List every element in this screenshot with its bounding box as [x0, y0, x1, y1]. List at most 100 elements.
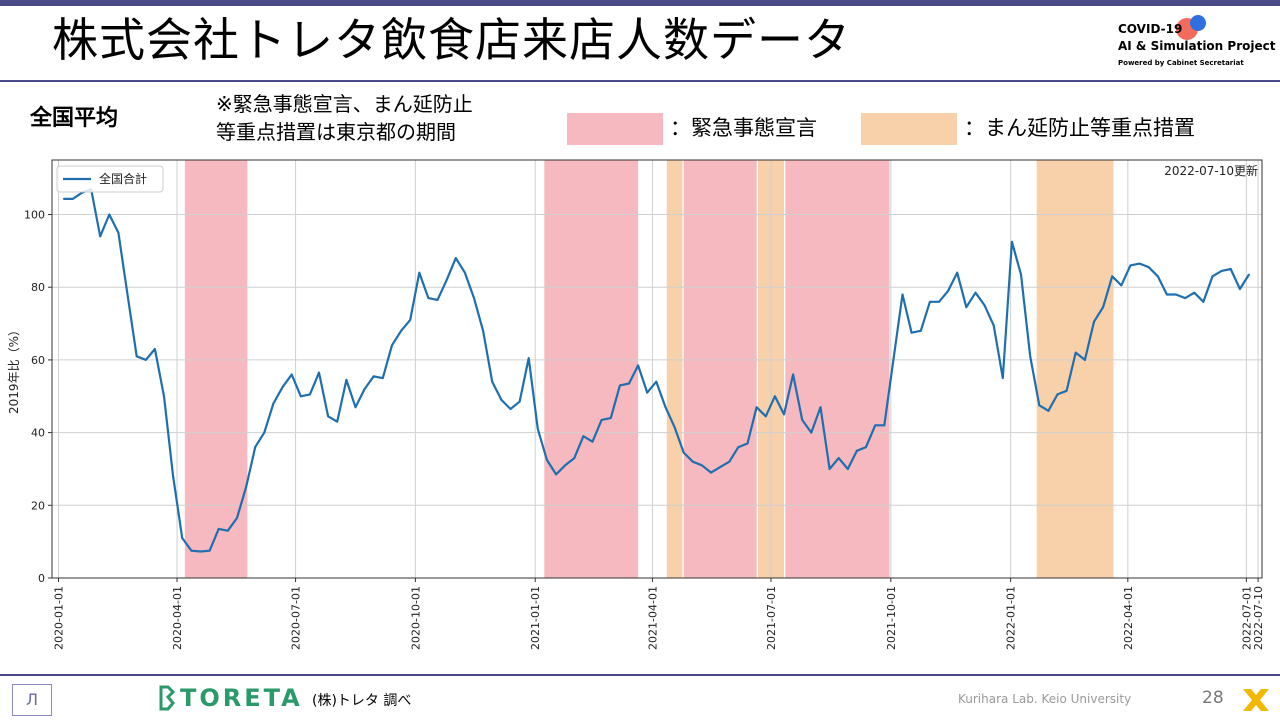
series-point	[856, 449, 858, 452]
series-point	[801, 419, 804, 421]
series-point	[327, 415, 329, 418]
lab-credit: Kurihara Lab. Keio University	[958, 692, 1132, 706]
x-tick-label: 2022-04-01	[1122, 586, 1135, 650]
series-point	[582, 435, 585, 438]
series-point	[655, 380, 658, 383]
series-point	[473, 297, 475, 299]
period-band-priority	[1036, 160, 1114, 578]
series-point	[290, 373, 293, 376]
series-point	[983, 304, 986, 307]
series-point	[263, 431, 266, 434]
period-band-emergency	[184, 160, 248, 578]
priority-legend-label: ：まん延防止等重点措置	[964, 116, 1195, 140]
series-point	[108, 213, 111, 216]
x-tick-label: 2021-07-01	[765, 586, 778, 650]
series-point	[181, 537, 184, 539]
y-tick-label: 60	[31, 354, 45, 367]
top-accent-bar	[0, 0, 1280, 6]
y-axis-label: 2019年比（%）	[7, 324, 21, 414]
series-point	[764, 415, 767, 418]
series-point	[1074, 351, 1077, 354]
series-point	[755, 406, 758, 409]
series-point	[1102, 306, 1104, 309]
covid-ai-project-logo: COVID-19 AI & Simulation Project Powered…	[1118, 15, 1278, 74]
series-point	[1038, 404, 1041, 407]
series-point	[536, 428, 539, 430]
series-point	[208, 549, 211, 552]
series-point	[609, 417, 612, 419]
series-point	[482, 329, 484, 332]
series-point	[1166, 293, 1168, 296]
series-point	[555, 473, 557, 476]
series-point	[309, 393, 311, 396]
footer-divider	[0, 674, 1280, 676]
series-point	[910, 331, 913, 334]
series-point	[299, 395, 302, 398]
series-point	[901, 293, 904, 296]
series-point	[619, 384, 621, 387]
series-point	[245, 486, 248, 488]
x-tick-label: 2020-04-01	[171, 586, 184, 650]
x-tick-label: 2022-07-01	[1240, 586, 1253, 650]
period-note-line-1: ※緊急事態宣言、まん延防止	[216, 92, 473, 116]
series-point	[436, 299, 439, 301]
series-point	[1029, 355, 1032, 358]
series-point	[199, 550, 202, 553]
logo-line-3: Powered by Cabinet Secretariat	[1118, 59, 1244, 67]
logo-line-1: COVID-19	[1118, 22, 1183, 36]
series-point	[99, 235, 102, 238]
series-point	[126, 293, 129, 296]
toreta-logo-icon	[159, 685, 176, 711]
series-point	[792, 373, 794, 376]
series-point	[1211, 275, 1214, 278]
series-point	[1084, 359, 1086, 361]
series-point	[728, 460, 731, 463]
series-point	[600, 419, 603, 421]
title-divider	[0, 80, 1280, 82]
period-band-emergency	[683, 160, 757, 578]
series-point	[1120, 284, 1123, 287]
series-point	[691, 460, 694, 463]
y-tick-label: 100	[24, 209, 45, 222]
series-point	[1184, 297, 1187, 299]
series-point	[272, 402, 275, 405]
series-point	[883, 424, 886, 427]
series-point	[965, 306, 968, 309]
series-point	[427, 297, 430, 299]
series-point	[1239, 288, 1241, 290]
emergency-legend-swatch	[567, 113, 663, 145]
series-point	[318, 371, 320, 374]
series-point	[682, 451, 685, 454]
series-point	[62, 198, 65, 200]
series-point	[646, 391, 649, 394]
x-mark-icon	[1243, 689, 1269, 711]
series-point	[865, 446, 867, 448]
update-annotation: 2022-07-10更新	[1164, 163, 1258, 178]
series-point	[1193, 291, 1196, 294]
series-point	[154, 348, 156, 350]
series-point	[774, 395, 776, 398]
x-tick-label: 2021-10-01	[885, 586, 898, 650]
series-point	[381, 377, 384, 379]
x-tick-label: 2022-07-10	[1252, 586, 1265, 650]
series-point	[919, 329, 922, 332]
series-point	[391, 344, 393, 347]
series-point	[491, 380, 494, 383]
logo-blue-circle	[1190, 15, 1206, 31]
series-point	[591, 440, 594, 443]
series-point	[938, 300, 940, 303]
series-point	[546, 459, 548, 461]
series-point	[281, 386, 284, 389]
series-point	[737, 446, 740, 448]
series-point	[719, 466, 722, 468]
series-point	[226, 529, 229, 532]
series-point	[1129, 264, 1132, 267]
series-point	[345, 379, 348, 381]
series-point	[637, 364, 639, 367]
series-point	[628, 382, 630, 385]
y-tick-label: 0	[38, 572, 45, 585]
series-point	[172, 475, 175, 478]
series-point	[819, 406, 822, 409]
series-point	[217, 528, 220, 530]
series-point	[445, 279, 448, 281]
